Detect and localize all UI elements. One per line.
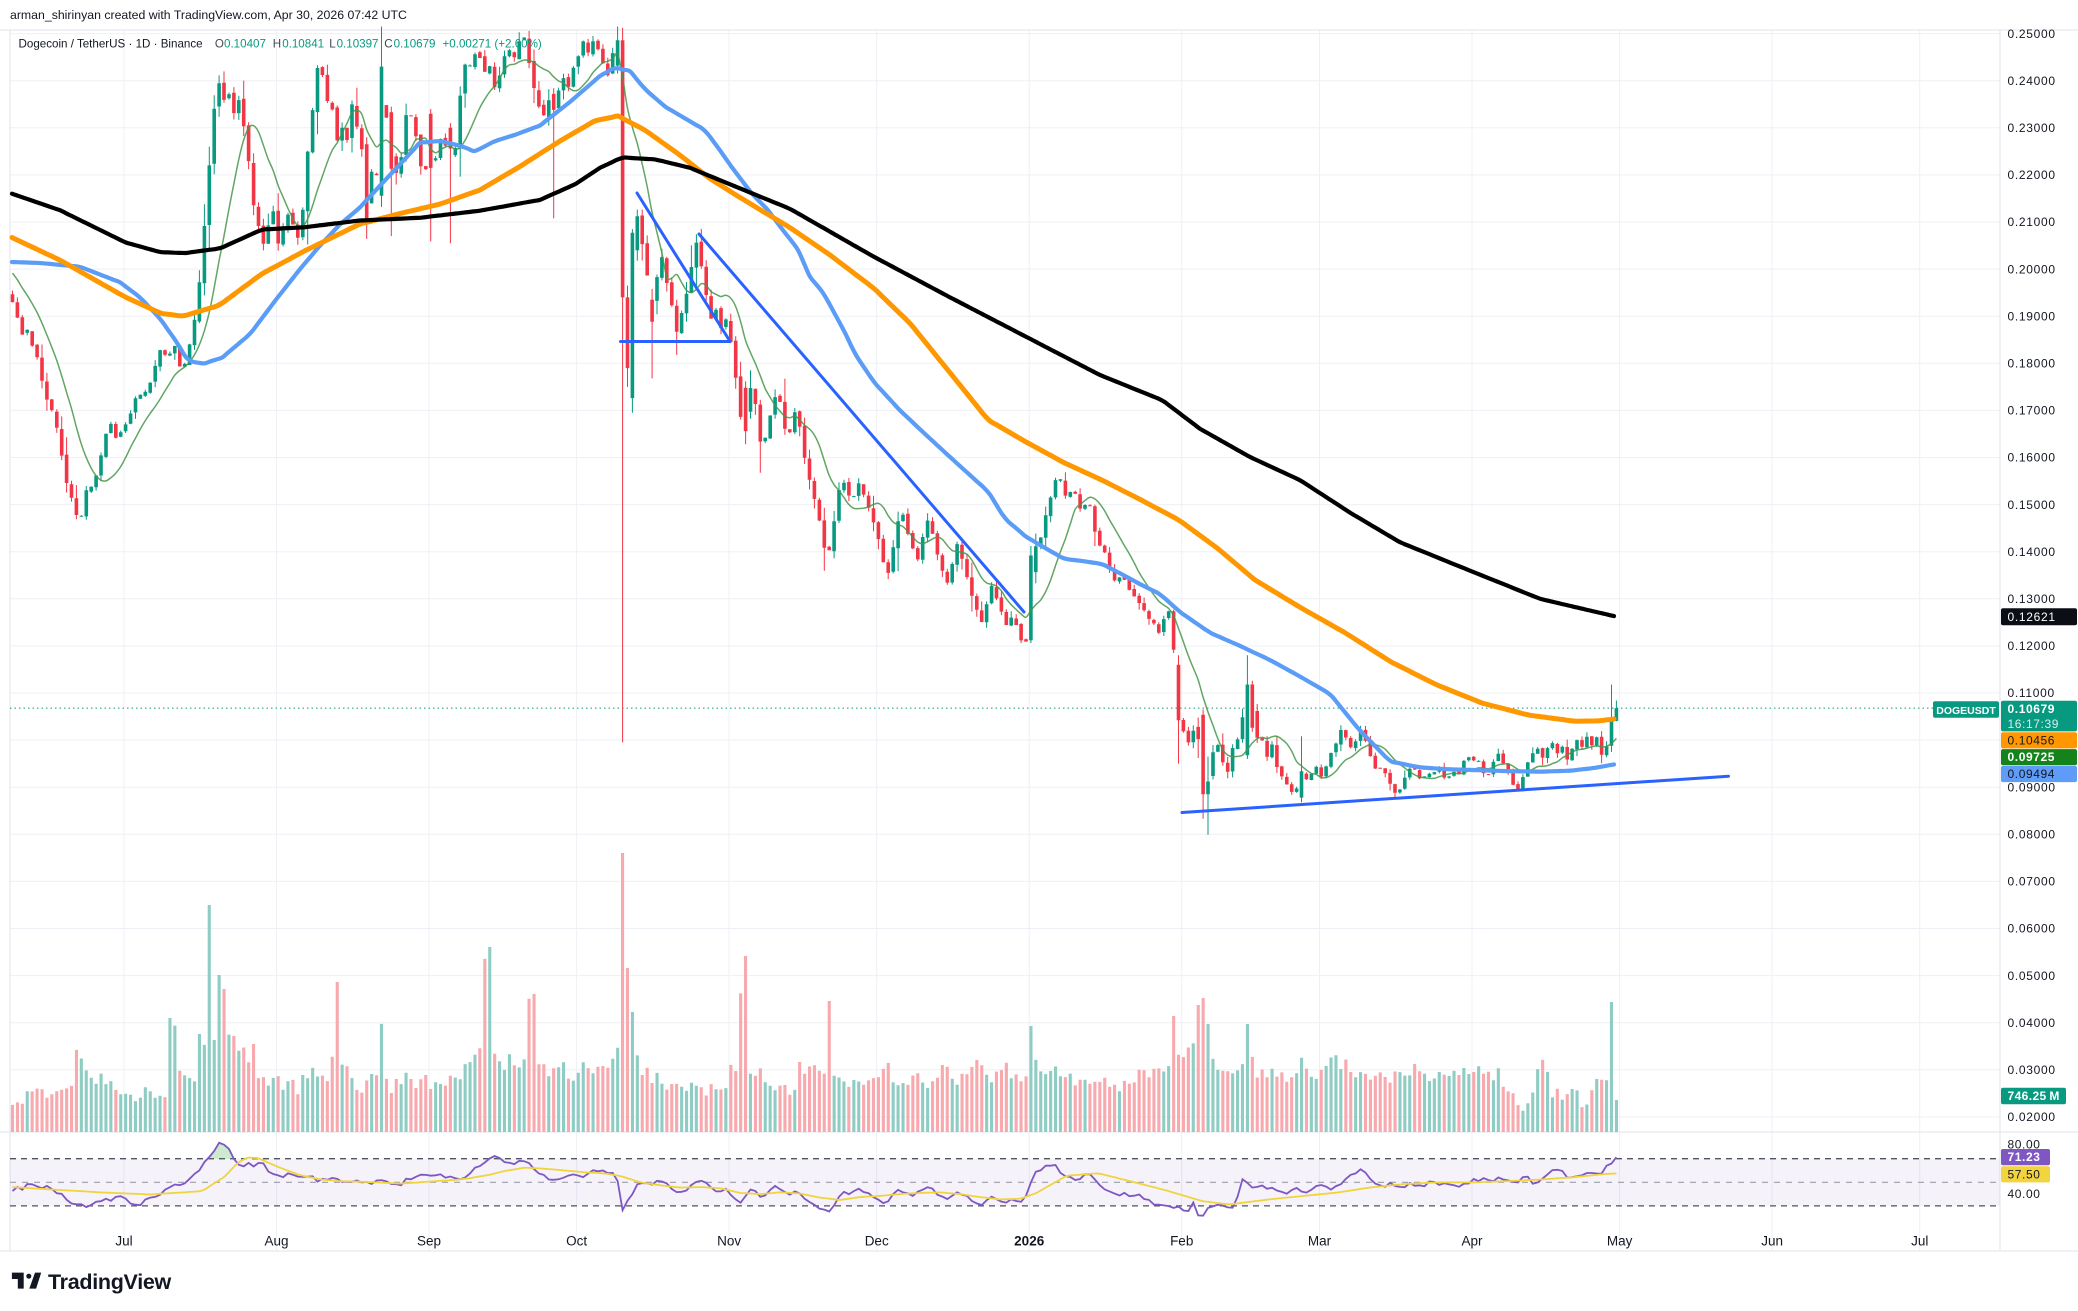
svg-text:40.00: 40.00: [2008, 1187, 2041, 1201]
svg-text:Sep: Sep: [417, 1234, 441, 1249]
svg-text:0.07000: 0.07000: [2008, 875, 2056, 889]
svg-text:80.00: 80.00: [2008, 1138, 2041, 1152]
svg-text:arman_shirinyan created with T: arman_shirinyan created with TradingView…: [10, 8, 407, 22]
svg-text:May: May: [1607, 1234, 1633, 1249]
svg-text:57.50: 57.50: [2008, 1167, 2041, 1181]
svg-text:C: C: [384, 38, 392, 51]
svg-text:0.19000: 0.19000: [2008, 309, 2056, 323]
svg-text:0.04000: 0.04000: [2008, 1016, 2056, 1030]
svg-text:0.10679: 0.10679: [2008, 702, 2056, 716]
svg-text:746.25 M: 746.25 M: [2008, 1089, 2060, 1103]
svg-text:0.12000: 0.12000: [2008, 639, 2056, 653]
svg-text:Jul: Jul: [115, 1234, 132, 1249]
svg-text:0.08000: 0.08000: [2008, 828, 2056, 842]
svg-text:0.22000: 0.22000: [2008, 168, 2056, 182]
svg-text:Nov: Nov: [717, 1234, 741, 1249]
svg-text:0.16000: 0.16000: [2008, 451, 2056, 465]
svg-text:Aug: Aug: [264, 1234, 288, 1249]
svg-text:0.09725: 0.09725: [2008, 750, 2056, 764]
svg-text:0.13000: 0.13000: [2008, 592, 2056, 606]
svg-text:Feb: Feb: [1170, 1234, 1193, 1249]
svg-text:0.10679: 0.10679: [394, 38, 436, 51]
svg-text:0.06000: 0.06000: [2008, 922, 2056, 936]
svg-text:0.10841: 0.10841: [282, 38, 324, 51]
svg-text:0.10456: 0.10456: [2008, 733, 2056, 747]
svg-text:TradingView: TradingView: [48, 1270, 172, 1294]
svg-text:H: H: [273, 38, 281, 51]
svg-text:0.11000: 0.11000: [2008, 686, 2055, 700]
svg-text:0.14000: 0.14000: [2008, 545, 2056, 559]
svg-text:0.03000: 0.03000: [2008, 1063, 2056, 1077]
svg-text:0.25000: 0.25000: [2008, 27, 2056, 41]
svg-text:0.17000: 0.17000: [2008, 404, 2056, 418]
svg-text:0.20000: 0.20000: [2008, 262, 2056, 276]
svg-text:0.15000: 0.15000: [2008, 498, 2056, 512]
svg-text:0.10407: 0.10407: [224, 38, 266, 51]
svg-text:L: L: [329, 38, 336, 51]
svg-text:Jun: Jun: [1761, 1234, 1783, 1249]
svg-text:+0.00271 (+2.60%): +0.00271 (+2.60%): [443, 38, 542, 51]
svg-text:0.23000: 0.23000: [2008, 121, 2056, 135]
svg-text:0.09494: 0.09494: [2008, 767, 2056, 781]
svg-text:Mar: Mar: [1308, 1234, 1332, 1249]
svg-text:Dec: Dec: [865, 1234, 889, 1249]
svg-text:0.05000: 0.05000: [2008, 969, 2056, 983]
svg-text:16:17:39: 16:17:39: [2008, 717, 2060, 731]
svg-text:0.09000: 0.09000: [2008, 780, 2056, 794]
svg-text:0.12621: 0.12621: [2008, 610, 2056, 624]
svg-text:0.10397: 0.10397: [337, 38, 379, 51]
svg-text:0.24000: 0.24000: [2008, 74, 2056, 88]
svg-text:Oct: Oct: [566, 1234, 587, 1249]
svg-text:Dogecoin / TetherUS · 1D · Bin: Dogecoin / TetherUS · 1D · Binance: [19, 38, 203, 51]
svg-text:0.02000: 0.02000: [2008, 1110, 2056, 1124]
svg-text:2026: 2026: [1014, 1234, 1045, 1249]
svg-text:71.23: 71.23: [2008, 1150, 2041, 1164]
svg-text:0.18000: 0.18000: [2008, 357, 2056, 371]
svg-text:DOGEUSDT: DOGEUSDT: [1936, 705, 1996, 717]
svg-text:Jul: Jul: [1911, 1234, 1928, 1249]
svg-text:Apr: Apr: [1461, 1234, 1483, 1249]
svg-text:O: O: [215, 38, 224, 51]
svg-text:0.21000: 0.21000: [2008, 215, 2056, 229]
